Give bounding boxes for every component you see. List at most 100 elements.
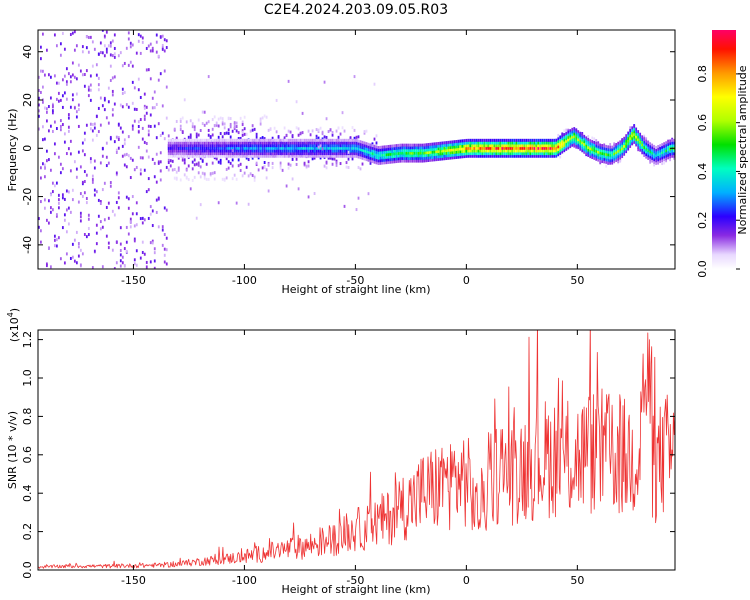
heatmap-cell	[405, 159, 408, 163]
heatmap-cell	[629, 144, 632, 148]
heatmap-cell	[125, 165, 128, 169]
heatmap-cell	[385, 158, 388, 162]
heatmap-cell	[617, 141, 620, 145]
heatmap-cell	[447, 140, 450, 144]
heatmap-cell	[601, 149, 604, 153]
heatmap-cell	[159, 133, 162, 137]
heatmap-cell	[241, 133, 244, 137]
heatmap-cell	[443, 157, 446, 161]
heatmap-cell	[361, 140, 364, 144]
heatmap-cell	[327, 138, 330, 142]
heatmap-cell	[145, 68, 148, 72]
heatmap-cell	[295, 141, 298, 145]
heatmap-cell	[553, 149, 556, 153]
heatmap-cell	[483, 146, 486, 150]
heatmap-cell	[219, 154, 222, 158]
heatmap-cell	[69, 210, 72, 214]
heatmap-cell	[129, 225, 132, 229]
heatmap-cell	[481, 144, 484, 148]
heatmap-cell	[365, 158, 368, 162]
heatmap-cell	[487, 154, 490, 158]
heatmap-cell	[353, 128, 356, 132]
heatmap-cell	[569, 139, 572, 143]
heatmap-cell	[115, 200, 118, 204]
heatmap-cell	[321, 132, 324, 136]
heatmap-cell	[289, 152, 292, 156]
heatmap-cell	[479, 149, 482, 153]
colorbar: 0.00.20.40.60.8 Normalized spectral ampl…	[696, 30, 749, 278]
heatmap-cell	[387, 158, 390, 162]
heatmap-cell	[355, 154, 358, 158]
heatmap-cell	[319, 146, 322, 150]
heatmap-cell	[503, 141, 506, 145]
heatmap-cell	[659, 149, 662, 153]
heatmap-cell	[213, 138, 216, 142]
heatmap-cell	[557, 147, 560, 151]
heatmap-cell	[651, 148, 654, 152]
heatmap-cell	[533, 138, 536, 142]
heatmap-cell	[371, 154, 374, 158]
heatmap-cell	[55, 181, 58, 185]
heatmap-cell	[43, 73, 46, 77]
heatmap-cell	[263, 149, 266, 153]
heatmap-cell	[577, 140, 580, 144]
heatmap-cell	[557, 150, 560, 154]
heatmap-cell	[127, 135, 130, 139]
heatmap-cell	[633, 135, 636, 139]
heatmap-cell	[183, 138, 186, 142]
heatmap-cell	[147, 68, 150, 72]
heatmap-cell	[317, 128, 320, 132]
heatmap-cell	[299, 146, 302, 150]
heatmap-cell	[389, 160, 392, 164]
heatmap-cell	[127, 31, 130, 35]
heatmap-cell	[435, 150, 438, 154]
heatmap-cell	[541, 154, 544, 158]
heatmap-cell	[221, 117, 224, 121]
heatmap-cell	[285, 138, 288, 142]
heatmap-cell	[47, 73, 50, 77]
heatmap-cell	[267, 163, 270, 167]
heatmap-cell	[105, 141, 108, 145]
heatmap-cell	[643, 134, 646, 138]
heatmap-cell	[255, 154, 258, 158]
heatmap-cell	[39, 229, 42, 233]
heatmap-cell	[261, 152, 264, 156]
heatmap-cell	[251, 141, 254, 145]
heatmap-cell	[345, 165, 348, 169]
heatmap-cell	[563, 149, 566, 153]
heatmap-cell	[309, 149, 312, 153]
heatmap-cell	[263, 144, 266, 148]
heatmap-cell	[45, 48, 48, 52]
heatmap-cell	[63, 140, 66, 144]
heatmap-cell	[465, 138, 468, 142]
heatmap-cell	[577, 143, 580, 147]
heatmap-cell	[325, 144, 328, 148]
heatmap-cell	[271, 161, 274, 165]
heatmap-cell	[319, 141, 322, 145]
heatmap-cell	[421, 156, 424, 160]
heatmap-cell	[117, 191, 120, 195]
heatmap-cell	[247, 152, 250, 156]
heatmap-cell	[347, 141, 350, 145]
heatmap-cell	[247, 202, 250, 206]
heatmap-cell	[315, 134, 318, 138]
heatmap-cell	[625, 139, 628, 143]
heatmap-cell	[647, 140, 650, 144]
heatmap-cell	[121, 261, 124, 265]
heatmap-cell	[65, 80, 68, 84]
heatmap-cell	[419, 159, 422, 163]
heatmap-cell	[581, 141, 584, 145]
heatmap-cell	[147, 177, 150, 181]
heatmap-cell	[143, 117, 146, 121]
snr-x-tick-label: -50	[346, 574, 364, 587]
heatmap-cell	[281, 146, 284, 150]
heatmap-cell	[75, 77, 78, 81]
heatmap-cell	[107, 161, 110, 165]
heatmap-cell	[261, 146, 264, 150]
heatmap-cell	[249, 149, 252, 153]
heatmap-cell	[469, 149, 472, 153]
heatmap-cell	[71, 198, 74, 202]
heatmap-cell	[309, 152, 312, 156]
heatmap-cell	[125, 152, 128, 156]
heatmap-cell	[477, 138, 480, 142]
